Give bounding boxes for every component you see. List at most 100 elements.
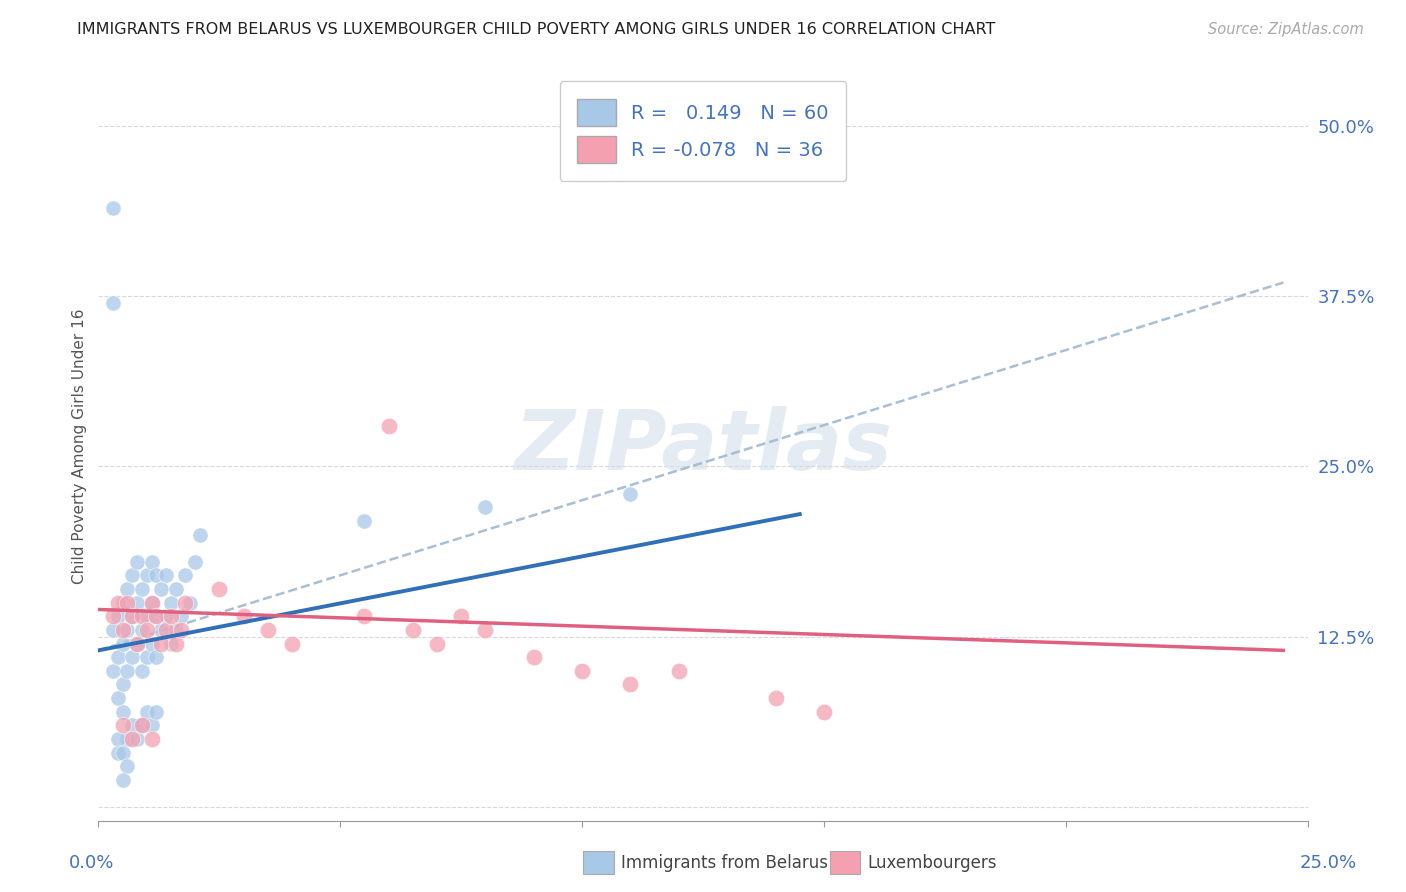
Point: [619, 486, 641, 500]
Point: [117, 596, 139, 610]
Legend: R =   0.149   N = 60, R = -0.078   N = 36: R = 0.149 N = 60, R = -0.078 N = 36: [560, 81, 846, 181]
Point: [117, 623, 139, 637]
Point: [121, 718, 143, 732]
Point: [121, 609, 143, 624]
Point: [353, 514, 375, 528]
Text: IMMIGRANTS FROM BELARUS VS LUXEMBOURGER CHILD POVERTY AMONG GIRLS UNDER 16 CORRE: IMMIGRANTS FROM BELARUS VS LUXEMBOURGER …: [77, 22, 995, 37]
Point: [131, 609, 153, 624]
Point: [107, 650, 129, 665]
Point: [155, 623, 177, 637]
Point: [765, 691, 787, 706]
Point: [111, 623, 134, 637]
Point: [117, 731, 139, 746]
Point: [145, 609, 167, 624]
Point: [160, 609, 183, 624]
Point: [131, 582, 153, 596]
Point: [135, 568, 157, 582]
Point: [141, 636, 163, 650]
Point: [131, 664, 153, 678]
Point: [111, 596, 134, 610]
Point: [111, 705, 134, 719]
Point: [121, 731, 143, 746]
Point: [101, 664, 124, 678]
Point: [127, 596, 149, 610]
Y-axis label: Child Poverty Among Girls Under 16: Child Poverty Among Girls Under 16: [72, 309, 87, 583]
Point: [169, 623, 191, 637]
Point: [121, 609, 143, 624]
Point: [426, 636, 449, 650]
Point: [117, 759, 139, 773]
Point: [107, 609, 129, 624]
Point: [135, 609, 157, 624]
Point: [131, 718, 153, 732]
Point: [141, 596, 163, 610]
Point: [668, 664, 690, 678]
Point: [145, 650, 167, 665]
Point: [232, 609, 254, 624]
Point: [174, 568, 197, 582]
Point: [179, 596, 201, 610]
Point: [165, 636, 187, 650]
Point: [619, 677, 641, 691]
Point: [813, 705, 835, 719]
Point: [141, 596, 163, 610]
Point: [160, 596, 183, 610]
Point: [111, 718, 134, 732]
Point: [474, 623, 496, 637]
Point: [141, 731, 163, 746]
Point: [111, 746, 134, 760]
Text: Immigrants from Belarus: Immigrants from Belarus: [621, 854, 828, 871]
Point: [169, 609, 191, 624]
Point: [165, 582, 187, 596]
Point: [135, 705, 157, 719]
Point: [131, 623, 153, 637]
Point: [174, 596, 197, 610]
Point: [256, 623, 278, 637]
Point: [111, 677, 134, 691]
Point: [111, 772, 134, 787]
Point: [377, 418, 399, 433]
Point: [127, 731, 149, 746]
Point: [145, 705, 167, 719]
Point: [117, 664, 139, 678]
Point: [281, 636, 304, 650]
Point: [155, 568, 177, 582]
Text: Luxembourgers: Luxembourgers: [868, 854, 997, 871]
Text: 0.0%: 0.0%: [69, 855, 114, 872]
Point: [107, 731, 129, 746]
Point: [474, 500, 496, 515]
Text: ZIPatlas: ZIPatlas: [515, 406, 891, 486]
Point: [107, 596, 129, 610]
Point: [145, 568, 167, 582]
Point: [101, 296, 124, 310]
Point: [127, 555, 149, 569]
Point: [107, 691, 129, 706]
Point: [111, 636, 134, 650]
Point: [135, 623, 157, 637]
Point: [121, 650, 143, 665]
Point: [523, 650, 546, 665]
Point: [150, 636, 173, 650]
Point: [121, 568, 143, 582]
Point: [141, 555, 163, 569]
Point: [127, 636, 149, 650]
Point: [107, 746, 129, 760]
Point: [353, 609, 375, 624]
Point: [150, 582, 173, 596]
Point: [101, 609, 124, 624]
Point: [188, 527, 211, 541]
Text: 25.0%: 25.0%: [1301, 855, 1357, 872]
Point: [155, 609, 177, 624]
Point: [131, 718, 153, 732]
Point: [117, 582, 139, 596]
Point: [571, 664, 593, 678]
Point: [141, 718, 163, 732]
Point: [135, 650, 157, 665]
Text: Source: ZipAtlas.com: Source: ZipAtlas.com: [1208, 22, 1364, 37]
Point: [450, 609, 472, 624]
Point: [208, 582, 231, 596]
Point: [184, 555, 207, 569]
Point: [101, 623, 124, 637]
Point: [165, 623, 187, 637]
Point: [101, 201, 124, 215]
